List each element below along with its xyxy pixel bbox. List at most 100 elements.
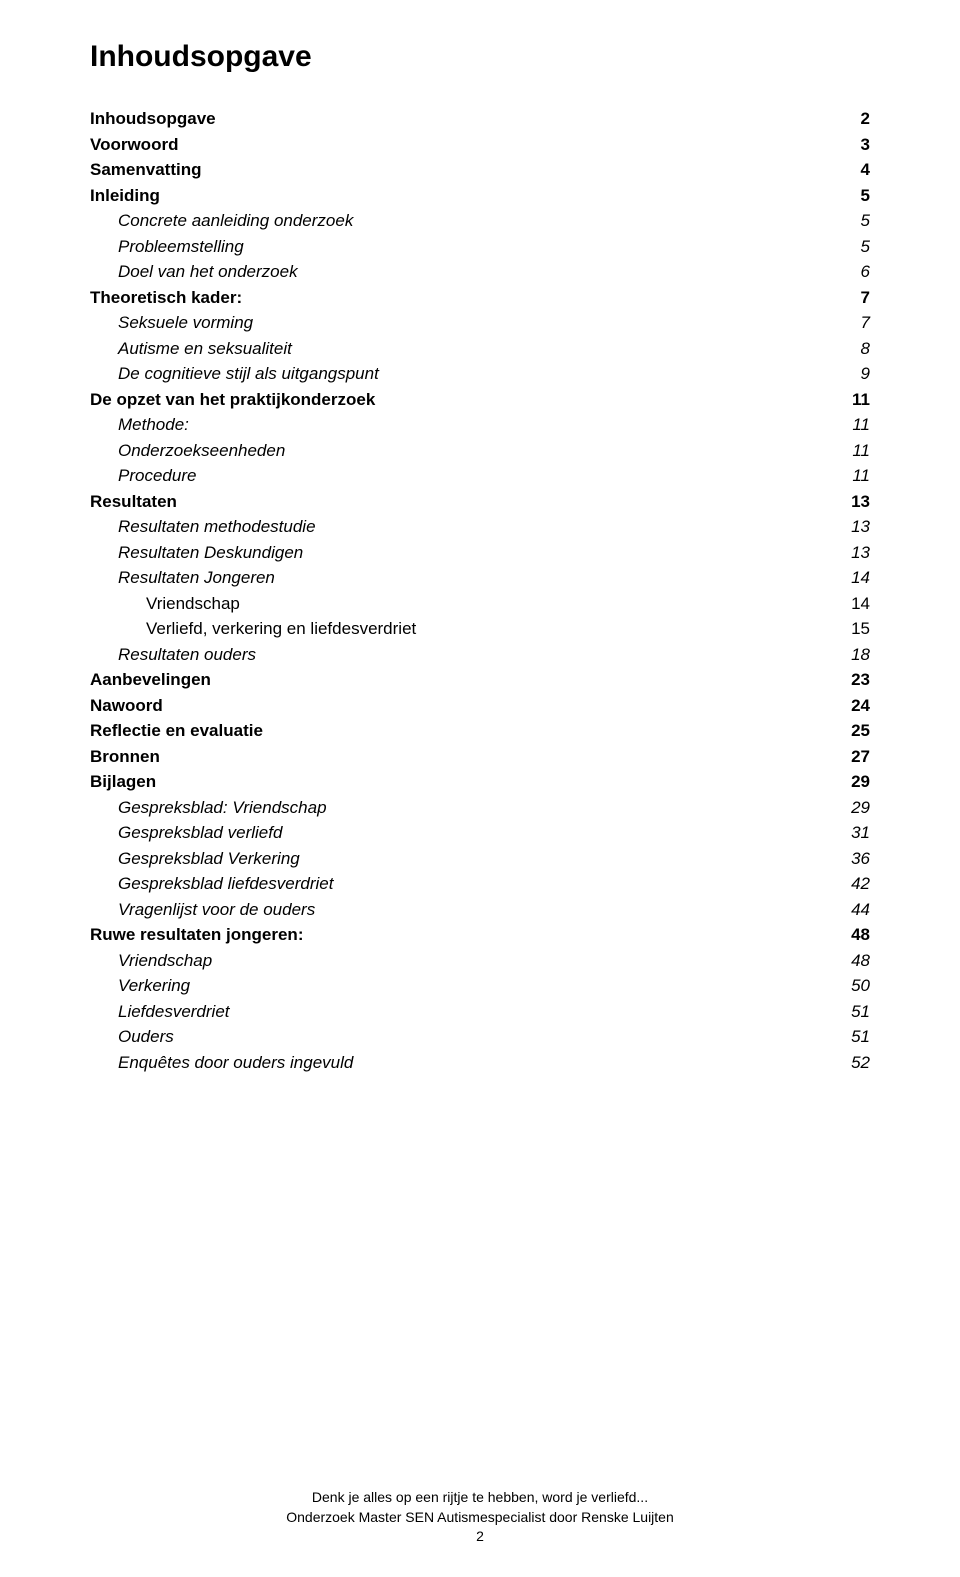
toc-label: Bronnen: [90, 744, 160, 770]
toc-page-number: 7: [830, 310, 870, 336]
toc-label: Enquêtes door ouders ingevuld: [90, 1050, 353, 1076]
toc-label: Probleemstelling: [90, 234, 244, 260]
toc-page-number: 36: [830, 846, 870, 872]
toc-row: Bijlagen29: [90, 769, 870, 795]
toc-label: Methode:: [90, 412, 189, 438]
toc-page-number: 25: [830, 718, 870, 744]
toc-label: Ouders: [90, 1024, 174, 1050]
toc-row: Verkering 50: [90, 973, 870, 999]
toc-label: De opzet van het praktijkonderzoek: [90, 387, 375, 413]
toc-page-number: 11: [830, 438, 870, 464]
footer-line-1: Denk je alles op een rijtje te hebben, w…: [0, 1488, 960, 1508]
toc-row: Nawoord 24: [90, 693, 870, 719]
toc-label: De cognitieve stijl als uitgangspunt: [90, 361, 379, 387]
toc-page-number: 3: [830, 132, 870, 158]
toc-row: Aanbevelingen 23: [90, 667, 870, 693]
toc-row: Liefdesverdriet51: [90, 999, 870, 1025]
toc-label: Onderzoekseenheden: [90, 438, 285, 464]
toc-label: Verliefd, verkering en liefdesverdriet: [90, 616, 416, 642]
toc-row: Vragenlijst voor de ouders 44: [90, 897, 870, 923]
footer-line-2: Onderzoek Master SEN Autismespecialist d…: [0, 1508, 960, 1528]
toc-label: Resultaten Deskundigen: [90, 540, 303, 566]
toc-page-number: 14: [830, 591, 870, 617]
toc-label: Ruwe resultaten jongeren:: [90, 922, 303, 948]
toc-row: Verliefd, verkering en liefdesverdriet 15: [90, 616, 870, 642]
toc-page-number: 5: [830, 208, 870, 234]
toc-label: Nawoord: [90, 693, 163, 719]
toc-label: Liefdesverdriet: [90, 999, 230, 1025]
toc-label: Gespreksblad liefdesverdriet: [90, 871, 333, 897]
toc-page-number: 51: [830, 1024, 870, 1050]
toc-row: Inleiding5: [90, 183, 870, 209]
toc-row: Ruwe resultaten jongeren:48: [90, 922, 870, 948]
toc-label: Procedure: [90, 463, 196, 489]
toc-page-number: 6: [830, 259, 870, 285]
toc-label: Verkering: [90, 973, 190, 999]
toc-page-number: 5: [830, 234, 870, 260]
toc-row: Ouders 51: [90, 1024, 870, 1050]
toc-row: Gespreksblad verliefd 31: [90, 820, 870, 846]
toc-page-number: 5: [830, 183, 870, 209]
toc-label: Theoretisch kader:: [90, 285, 242, 311]
toc-row: Resultaten methodestudie13: [90, 514, 870, 540]
toc-page-number: 7: [830, 285, 870, 311]
toc-label: Seksuele vorming: [90, 310, 253, 336]
toc-row: Theoretisch kader: 7: [90, 285, 870, 311]
toc-row: De opzet van het praktijkonderzoek 11: [90, 387, 870, 413]
toc-row: Enquêtes door ouders ingevuld52: [90, 1050, 870, 1076]
toc-page-number: 29: [830, 795, 870, 821]
toc-row: Doel van het onderzoek 6: [90, 259, 870, 285]
toc-page-number: 2: [830, 106, 870, 132]
toc-row: Methode:11: [90, 412, 870, 438]
toc-label: Vragenlijst voor de ouders: [90, 897, 315, 923]
toc-page-number: 8: [830, 336, 870, 362]
toc-row: Voorwoord 3: [90, 132, 870, 158]
toc-row: Onderzoekseenheden 11: [90, 438, 870, 464]
toc-row: Procedure 11: [90, 463, 870, 489]
toc-row: Samenvatting 4: [90, 157, 870, 183]
toc-row: Probleemstelling 5: [90, 234, 870, 260]
toc-row: Gespreksblad: Vriendschap29: [90, 795, 870, 821]
page-footer: Denk je alles op een rijtje te hebben, w…: [0, 1488, 960, 1547]
toc-page-number: 13: [830, 514, 870, 540]
toc-label: Bijlagen: [90, 769, 156, 795]
toc-row: Bronnen 27: [90, 744, 870, 770]
toc-page-number: 24: [830, 693, 870, 719]
toc-label: Aanbevelingen: [90, 667, 211, 693]
toc-page-number: 11: [830, 387, 870, 413]
toc-label: Autisme en seksualiteit: [90, 336, 292, 362]
toc-page-number: 13: [830, 489, 870, 515]
toc-row: Resultaten ouders18: [90, 642, 870, 668]
toc-row: Resultaten Deskundigen 13: [90, 540, 870, 566]
toc-page-number: 18: [830, 642, 870, 668]
toc-page-number: 27: [830, 744, 870, 770]
toc-page-number: 15: [830, 616, 870, 642]
toc-label: Gespreksblad verliefd: [90, 820, 282, 846]
toc-row: Gespreksblad liefdesverdriet 42: [90, 871, 870, 897]
toc-label: Resultaten: [90, 489, 177, 515]
toc-row: Concrete aanleiding onderzoek 5: [90, 208, 870, 234]
toc-row: Vriendschap 14: [90, 591, 870, 617]
toc-page-number: 44: [830, 897, 870, 923]
toc-page-number: 4: [830, 157, 870, 183]
toc-row: Resultaten Jongeren 14: [90, 565, 870, 591]
toc-label: Vriendschap: [90, 948, 212, 974]
toc-page-number: 23: [830, 667, 870, 693]
toc-label: Vriendschap: [90, 591, 240, 617]
toc-row: Reflectie en evaluatie 25: [90, 718, 870, 744]
toc-label: Concrete aanleiding onderzoek: [90, 208, 353, 234]
table-of-contents: Inhoudsopgave2Voorwoord3Samenvatting4Inl…: [90, 106, 870, 1075]
toc-label: Reflectie en evaluatie: [90, 718, 263, 744]
toc-page-number: 50: [830, 973, 870, 999]
toc-page-number: 14: [830, 565, 870, 591]
toc-page-number: 42: [830, 871, 870, 897]
toc-page-number: 11: [830, 463, 870, 489]
toc-page-number: 13: [830, 540, 870, 566]
toc-page-number: 31: [830, 820, 870, 846]
footer-page-number: 2: [0, 1527, 960, 1547]
toc-label: Doel van het onderzoek: [90, 259, 298, 285]
toc-label: Resultaten Jongeren: [90, 565, 275, 591]
toc-label: Voorwoord: [90, 132, 178, 158]
toc-row: Resultaten 13: [90, 489, 870, 515]
toc-label: Samenvatting: [90, 157, 201, 183]
